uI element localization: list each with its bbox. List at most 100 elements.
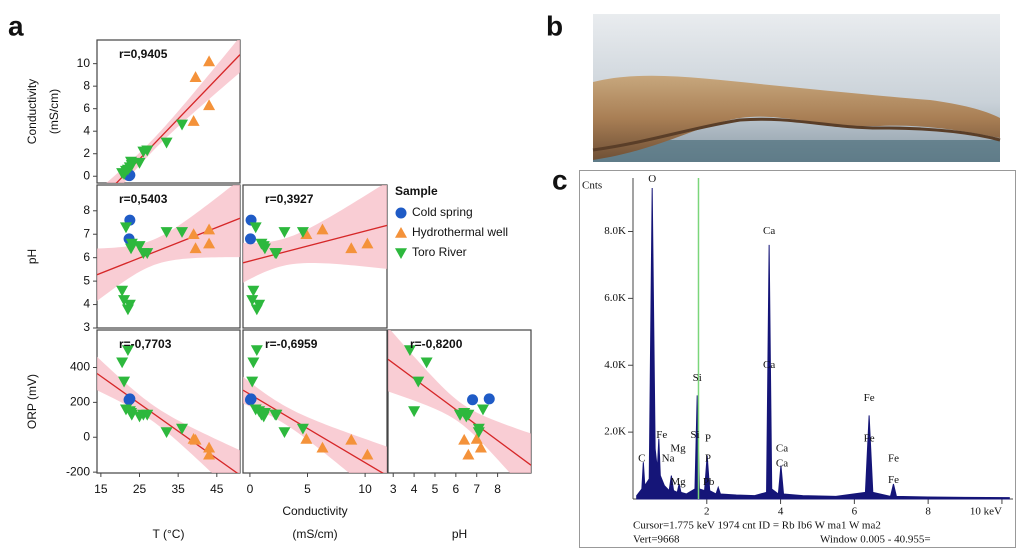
element-label: P xyxy=(705,432,711,444)
element-label: Mg xyxy=(670,442,686,454)
point xyxy=(345,433,358,445)
point xyxy=(345,242,358,254)
point xyxy=(141,248,154,259)
correlation: r=-0,8200 xyxy=(410,337,463,351)
point xyxy=(316,441,329,453)
y-tick-label: 200 xyxy=(70,395,90,409)
point xyxy=(244,233,256,245)
x-tick-label: 45 xyxy=(210,482,224,496)
x-tick-label: 0 xyxy=(247,482,254,496)
point xyxy=(361,237,374,249)
confidence-band xyxy=(97,185,240,302)
legend-title: Sample xyxy=(395,184,438,198)
crust-edge xyxy=(592,117,1001,152)
x-tick-label: 6 xyxy=(453,482,460,496)
fit-line xyxy=(243,224,387,264)
fit-line xyxy=(115,54,240,183)
point xyxy=(123,299,136,311)
element-label: Si xyxy=(693,372,702,384)
point xyxy=(472,423,485,435)
legend-label: Toro River xyxy=(412,245,467,259)
fit-line xyxy=(243,389,384,473)
point xyxy=(203,99,216,111)
point xyxy=(257,241,270,252)
point xyxy=(467,394,479,406)
point xyxy=(133,157,146,169)
y-axis-label: (mS/cm) xyxy=(47,89,61,134)
element-label: Ca xyxy=(776,442,788,454)
element-label: Si xyxy=(690,429,699,441)
element-label: C xyxy=(638,452,645,464)
point xyxy=(176,227,189,238)
point xyxy=(247,285,260,297)
fit-line xyxy=(97,217,240,276)
x-tick-label: 10 keV xyxy=(970,506,1002,518)
y-tick-label: 3 xyxy=(83,320,90,334)
element-label: Mg xyxy=(670,476,686,488)
x-tick-label: 25 xyxy=(133,482,147,496)
crust xyxy=(593,75,1000,160)
point xyxy=(420,357,433,369)
x-axis-label: (mS/cm) xyxy=(292,527,337,541)
y-axis-label: Cnts xyxy=(582,180,602,192)
point xyxy=(246,295,259,306)
y-tick-label: 8.0K xyxy=(604,225,626,237)
element-label: Fe xyxy=(864,432,875,444)
point xyxy=(257,411,270,423)
y-tick-label: 6 xyxy=(83,101,90,115)
x-tick-label: 15 xyxy=(94,482,108,496)
x-tick-label: 4 xyxy=(411,482,418,496)
point xyxy=(470,432,483,444)
panel: r=-0,6959 0 5 10 Conductivity (mS/cm) xyxy=(242,329,388,541)
point xyxy=(116,285,129,297)
x-tick-label: 8 xyxy=(925,506,931,518)
element-label: Ca xyxy=(763,225,775,237)
y-tick-label: -200 xyxy=(66,464,90,478)
y-tick-label: 0 xyxy=(83,429,90,443)
correlation: r=0,5403 xyxy=(119,192,168,206)
y-tick-label: 7 xyxy=(83,226,90,240)
footer: Window 0.005 - 40.955= xyxy=(820,534,931,546)
point xyxy=(270,248,283,259)
point xyxy=(125,243,138,255)
point xyxy=(119,222,132,234)
element-label: P xyxy=(705,452,711,464)
point xyxy=(133,241,146,252)
panel-label: c xyxy=(552,164,568,195)
panel: r=-0,8200 3 4 5 6 7 8 pH xyxy=(387,329,532,541)
point xyxy=(141,145,154,157)
legend-label: Cold spring xyxy=(412,205,473,219)
y-tick-label: 6.0K xyxy=(604,292,626,304)
correlation: r=-0,7703 xyxy=(119,337,172,351)
point xyxy=(458,433,471,445)
footer: Vert=9668 xyxy=(633,534,680,546)
x-tick-label: 5 xyxy=(304,482,311,496)
point xyxy=(278,227,291,238)
x-tick-label: 4 xyxy=(778,506,784,518)
point xyxy=(125,156,138,168)
point xyxy=(125,408,138,419)
point xyxy=(300,432,313,444)
y-axis-label: pH xyxy=(25,249,39,264)
y-tick-label: 0 xyxy=(83,168,90,182)
y-tick-label: 10 xyxy=(77,56,91,70)
x-axis-label: pH xyxy=(452,527,467,541)
element-label: Na xyxy=(662,452,675,464)
point xyxy=(462,448,475,460)
footer: Cursor=1.775 keV 1974 cnt ID = Rb Ib6 W … xyxy=(633,520,881,532)
panel: r=0,5403 3 4 5 6 7 8 pH xyxy=(25,184,241,334)
y-axis-label: Conductivity xyxy=(25,79,39,144)
legend-marker xyxy=(395,227,407,238)
y-tick-label: 4.0K xyxy=(604,359,626,371)
point xyxy=(408,406,421,418)
point xyxy=(249,222,262,234)
point xyxy=(116,357,129,369)
y-tick-label: 8 xyxy=(83,78,90,92)
x-axis-label: Conductivity xyxy=(282,504,347,518)
panel-label: b xyxy=(546,10,563,41)
x-axis-label: T (°C) xyxy=(153,527,185,541)
point xyxy=(483,393,495,405)
panel: r=-0,7703 -200 0 200 400 15 25 35 45 T (°C) ORP (m… xyxy=(25,329,241,541)
